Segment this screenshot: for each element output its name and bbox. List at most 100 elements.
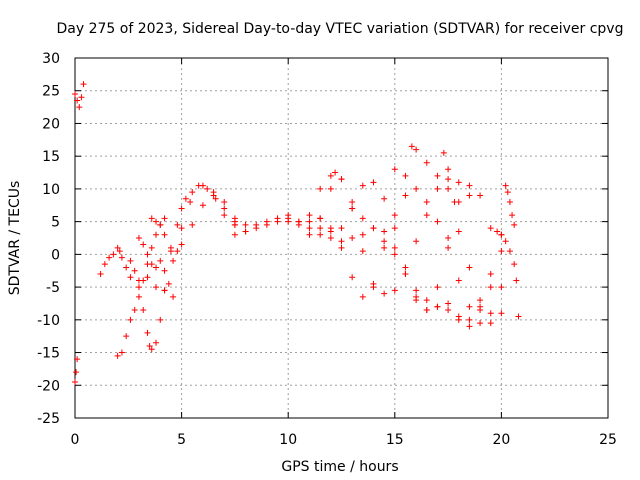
data-point	[144, 251, 151, 258]
data-point	[101, 261, 108, 268]
data-point	[506, 248, 513, 255]
data-point	[148, 244, 155, 251]
data-point	[332, 169, 339, 176]
data-point	[402, 192, 409, 199]
data-point	[434, 185, 441, 192]
data-point	[118, 254, 125, 261]
tick-layer: 0 5 10 15 20 25 -25 -20 -15 -10 -5 0 5 10 15 20 25 30	[37, 51, 617, 448]
data-point	[327, 235, 334, 241]
data-point	[73, 369, 80, 376]
y-axis-label: SDTVAR / TECUs	[7, 181, 23, 296]
series-s3	[97, 244, 134, 281]
data-point	[123, 264, 130, 271]
data-point	[391, 287, 398, 294]
data-point	[140, 241, 147, 248]
data-point	[498, 284, 505, 291]
data-point	[451, 199, 458, 205]
data-point	[187, 199, 194, 205]
data-point	[285, 218, 292, 225]
data-point	[153, 339, 160, 346]
data-point	[72, 379, 78, 385]
data-point	[263, 218, 270, 225]
data-point	[487, 310, 494, 317]
data-point	[434, 218, 441, 225]
data-point	[391, 166, 398, 173]
data-point	[370, 179, 377, 186]
data-point	[445, 166, 452, 173]
data-point	[477, 192, 484, 199]
data-point	[231, 231, 238, 238]
data-point	[167, 244, 174, 251]
data-point	[161, 267, 168, 274]
data-point	[135, 235, 142, 241]
data-point	[221, 199, 228, 205]
data-point	[210, 192, 217, 199]
y-tick-label: 0	[51, 247, 60, 263]
series-s16	[408, 143, 452, 192]
data-point	[381, 244, 388, 251]
data-point	[174, 248, 181, 255]
y-tick-label: -10	[37, 313, 60, 329]
data-point	[116, 248, 123, 255]
data-point	[498, 248, 505, 255]
data-point	[455, 277, 462, 284]
x-tick-label: 20	[492, 432, 510, 448]
data-point	[445, 235, 452, 241]
series-s18	[487, 225, 522, 320]
data-point	[349, 235, 356, 241]
data-point	[434, 303, 441, 310]
data-point	[253, 221, 260, 228]
data-point	[170, 293, 177, 300]
data-point	[423, 199, 430, 205]
data-point	[212, 195, 219, 202]
data-point	[391, 244, 398, 251]
data-point	[466, 192, 473, 199]
data-point	[242, 221, 249, 228]
chart-title: Day 275 of 2023, Sidereal Day-to-day VTE…	[57, 21, 624, 37]
data-point	[455, 313, 462, 320]
data-point	[498, 310, 505, 317]
data-point	[370, 284, 377, 291]
data-point	[434, 284, 441, 291]
data-point	[106, 254, 113, 261]
data-point	[434, 172, 441, 179]
data-point	[306, 231, 313, 238]
data-point	[391, 251, 398, 258]
data-point	[72, 91, 78, 97]
data-point	[144, 274, 151, 281]
data-point	[97, 271, 104, 277]
data-point	[189, 189, 196, 196]
plot-frame	[74, 57, 609, 419]
x-tick-label: 25	[599, 432, 617, 448]
data-point	[466, 316, 473, 323]
data-point	[381, 195, 388, 202]
data-point	[135, 284, 142, 291]
data-point	[231, 215, 238, 222]
data-point	[140, 307, 147, 313]
data-point	[381, 290, 388, 297]
x-tick-label: 0	[71, 432, 80, 448]
data-point	[466, 323, 473, 330]
data-point	[408, 143, 415, 150]
x-axis-label: GPS time / hours	[281, 459, 398, 475]
data-point	[178, 205, 185, 212]
data-point	[423, 297, 430, 304]
y-tick-label: -5	[46, 280, 60, 296]
data-point	[131, 307, 138, 313]
data-point	[306, 225, 313, 232]
data-point	[178, 241, 185, 248]
data-point	[123, 333, 130, 340]
data-point	[317, 215, 324, 222]
data-point	[80, 81, 87, 88]
data-point	[498, 231, 505, 238]
data-point	[349, 205, 356, 212]
y-tick-label: -25	[37, 411, 60, 427]
data-point	[359, 182, 366, 189]
data-point	[74, 356, 81, 363]
data-point	[391, 225, 398, 232]
data-point	[118, 349, 125, 356]
data-point	[114, 244, 121, 251]
data-point	[423, 307, 430, 313]
data-point	[204, 185, 211, 192]
